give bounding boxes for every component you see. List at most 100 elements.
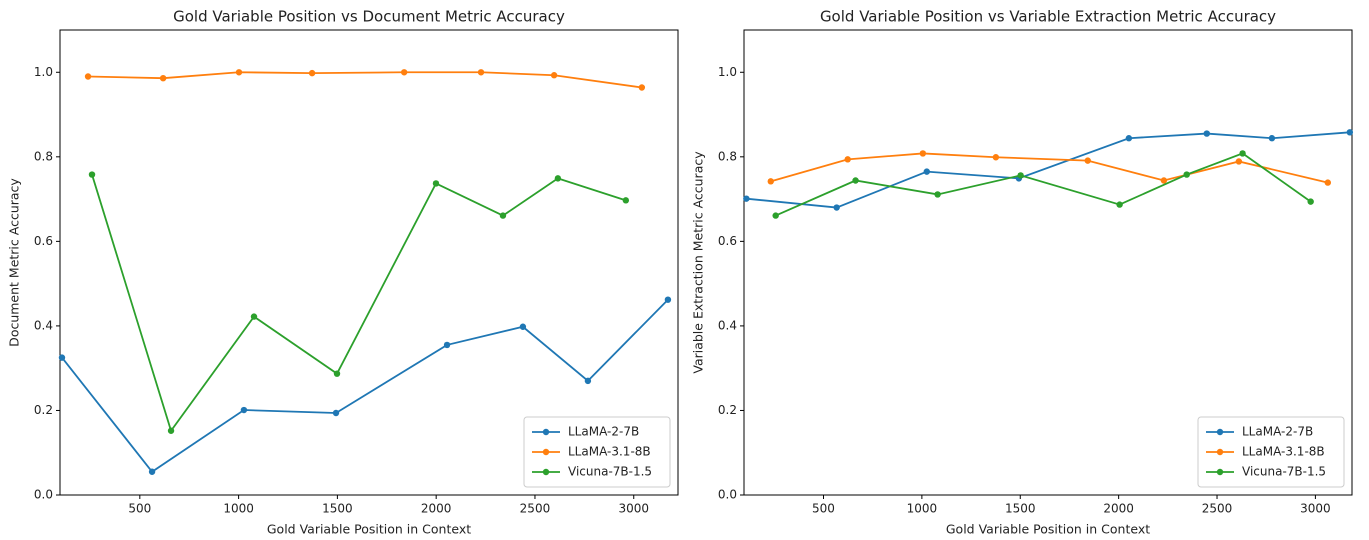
legend-label: LLaMA-3.1-8B — [1242, 445, 1325, 459]
legend-label: LLaMA-3.1-8B — [568, 445, 651, 459]
plot-area — [59, 29, 679, 496]
legend-label: LLaMA-2-7B — [568, 425, 639, 439]
series-line — [88, 71, 642, 89]
x-tick-label: 2500 — [520, 502, 551, 516]
series-line — [770, 152, 1329, 184]
data-point — [477, 69, 485, 76]
data-point — [250, 313, 258, 320]
data-point — [443, 341, 451, 349]
data-point — [148, 468, 156, 475]
data-point — [1203, 130, 1210, 137]
data-point — [58, 354, 66, 361]
data-point — [400, 69, 408, 76]
data-point — [1239, 150, 1246, 157]
data-point — [235, 69, 243, 76]
chart-title: Gold Variable Position vs Variable Extra… — [820, 8, 1276, 26]
y-tick-label: 0.4 — [34, 318, 53, 332]
data-point — [833, 204, 840, 211]
data-point — [919, 150, 927, 157]
x-axis-label: Gold Variable Position in Context — [946, 522, 1150, 537]
data-point — [1183, 171, 1190, 178]
data-point — [1017, 172, 1024, 179]
y-tick-label: 1.0 — [34, 65, 53, 79]
data-point — [638, 84, 646, 91]
x-axis-label: Gold Variable Position in Context — [267, 522, 471, 537]
data-point — [1324, 179, 1331, 186]
y-tick-label: 0.8 — [34, 149, 53, 163]
data-point — [1235, 158, 1243, 165]
data-point — [550, 72, 558, 79]
data-point — [772, 212, 779, 219]
data-point — [664, 296, 672, 303]
data-point — [499, 212, 507, 219]
legend-box — [1197, 416, 1345, 488]
x-tick-label: 1000 — [223, 502, 254, 516]
series-line — [61, 299, 669, 473]
y-tick-label: 0.2 — [34, 403, 53, 417]
data-point — [332, 409, 340, 417]
y-axis-label: Variable Extraction Metric Accuracy — [691, 151, 706, 374]
y-tick-label: 0.6 — [34, 234, 53, 248]
legend-marker — [1216, 448, 1224, 456]
data-point — [992, 154, 1000, 161]
data-point — [1116, 201, 1123, 208]
data-point — [852, 177, 859, 184]
y-tick-label: 0.6 — [718, 234, 737, 248]
legend-marker — [542, 428, 550, 436]
data-point — [88, 171, 96, 178]
data-point — [554, 175, 562, 182]
x-tick-label: 2500 — [1202, 502, 1233, 516]
x-tick-label: 3000 — [1300, 502, 1331, 516]
data-point — [240, 406, 248, 414]
legend-marker — [1216, 428, 1224, 436]
x-tick-label: 2000 — [1103, 502, 1134, 516]
data-point — [1084, 157, 1091, 164]
data-point — [1125, 135, 1133, 142]
legend-marker — [1216, 468, 1224, 476]
data-point — [1307, 198, 1314, 205]
data-point — [743, 195, 750, 202]
y-tick-label: 0.2 — [718, 403, 737, 417]
legend-marker — [542, 468, 550, 476]
x-tick-label: 500 — [812, 502, 835, 516]
series-line — [91, 174, 627, 433]
data-point — [622, 197, 630, 204]
y-tick-label: 0.0 — [34, 488, 53, 502]
legend-box — [523, 416, 671, 488]
data-point — [1268, 135, 1276, 142]
data-point — [159, 74, 167, 82]
data-point — [167, 427, 175, 434]
x-tick-label: 2000 — [421, 502, 452, 516]
data-point — [519, 323, 527, 330]
legend-label: Vicuna-7B-1.5 — [1242, 465, 1326, 479]
y-tick-label: 0.4 — [718, 318, 737, 332]
data-point — [923, 168, 930, 175]
y-tick-label: 0.0 — [718, 488, 737, 502]
legend-label: Vicuna-7B-1.5 — [568, 465, 652, 479]
y-tick-label: 0.8 — [718, 149, 737, 163]
data-point — [1160, 177, 1168, 184]
legend-label: LLaMA-2-7B — [1242, 425, 1313, 439]
data-point — [432, 180, 440, 187]
data-point — [84, 73, 92, 80]
chart-title: Gold Variable Position vs Document Metri… — [173, 8, 565, 26]
y-tick-label: 1.0 — [718, 65, 737, 79]
series-line — [746, 131, 1350, 209]
data-point — [767, 178, 774, 185]
x-tick-label: 1500 — [1005, 502, 1036, 516]
x-tick-label: 1500 — [322, 502, 353, 516]
data-point — [308, 69, 316, 77]
data-point — [1346, 129, 1354, 136]
data-point — [934, 191, 941, 198]
series-line — [775, 152, 1312, 217]
plot-area — [743, 29, 1353, 496]
legend-marker — [542, 448, 550, 456]
x-tick-label: 500 — [128, 502, 151, 516]
data-point — [584, 377, 592, 385]
data-point — [333, 370, 341, 377]
x-tick-label: 1000 — [907, 502, 938, 516]
data-point — [844, 156, 851, 163]
y-axis-label: Document Metric Accuracy — [7, 178, 22, 347]
x-tick-label: 3000 — [618, 502, 649, 516]
